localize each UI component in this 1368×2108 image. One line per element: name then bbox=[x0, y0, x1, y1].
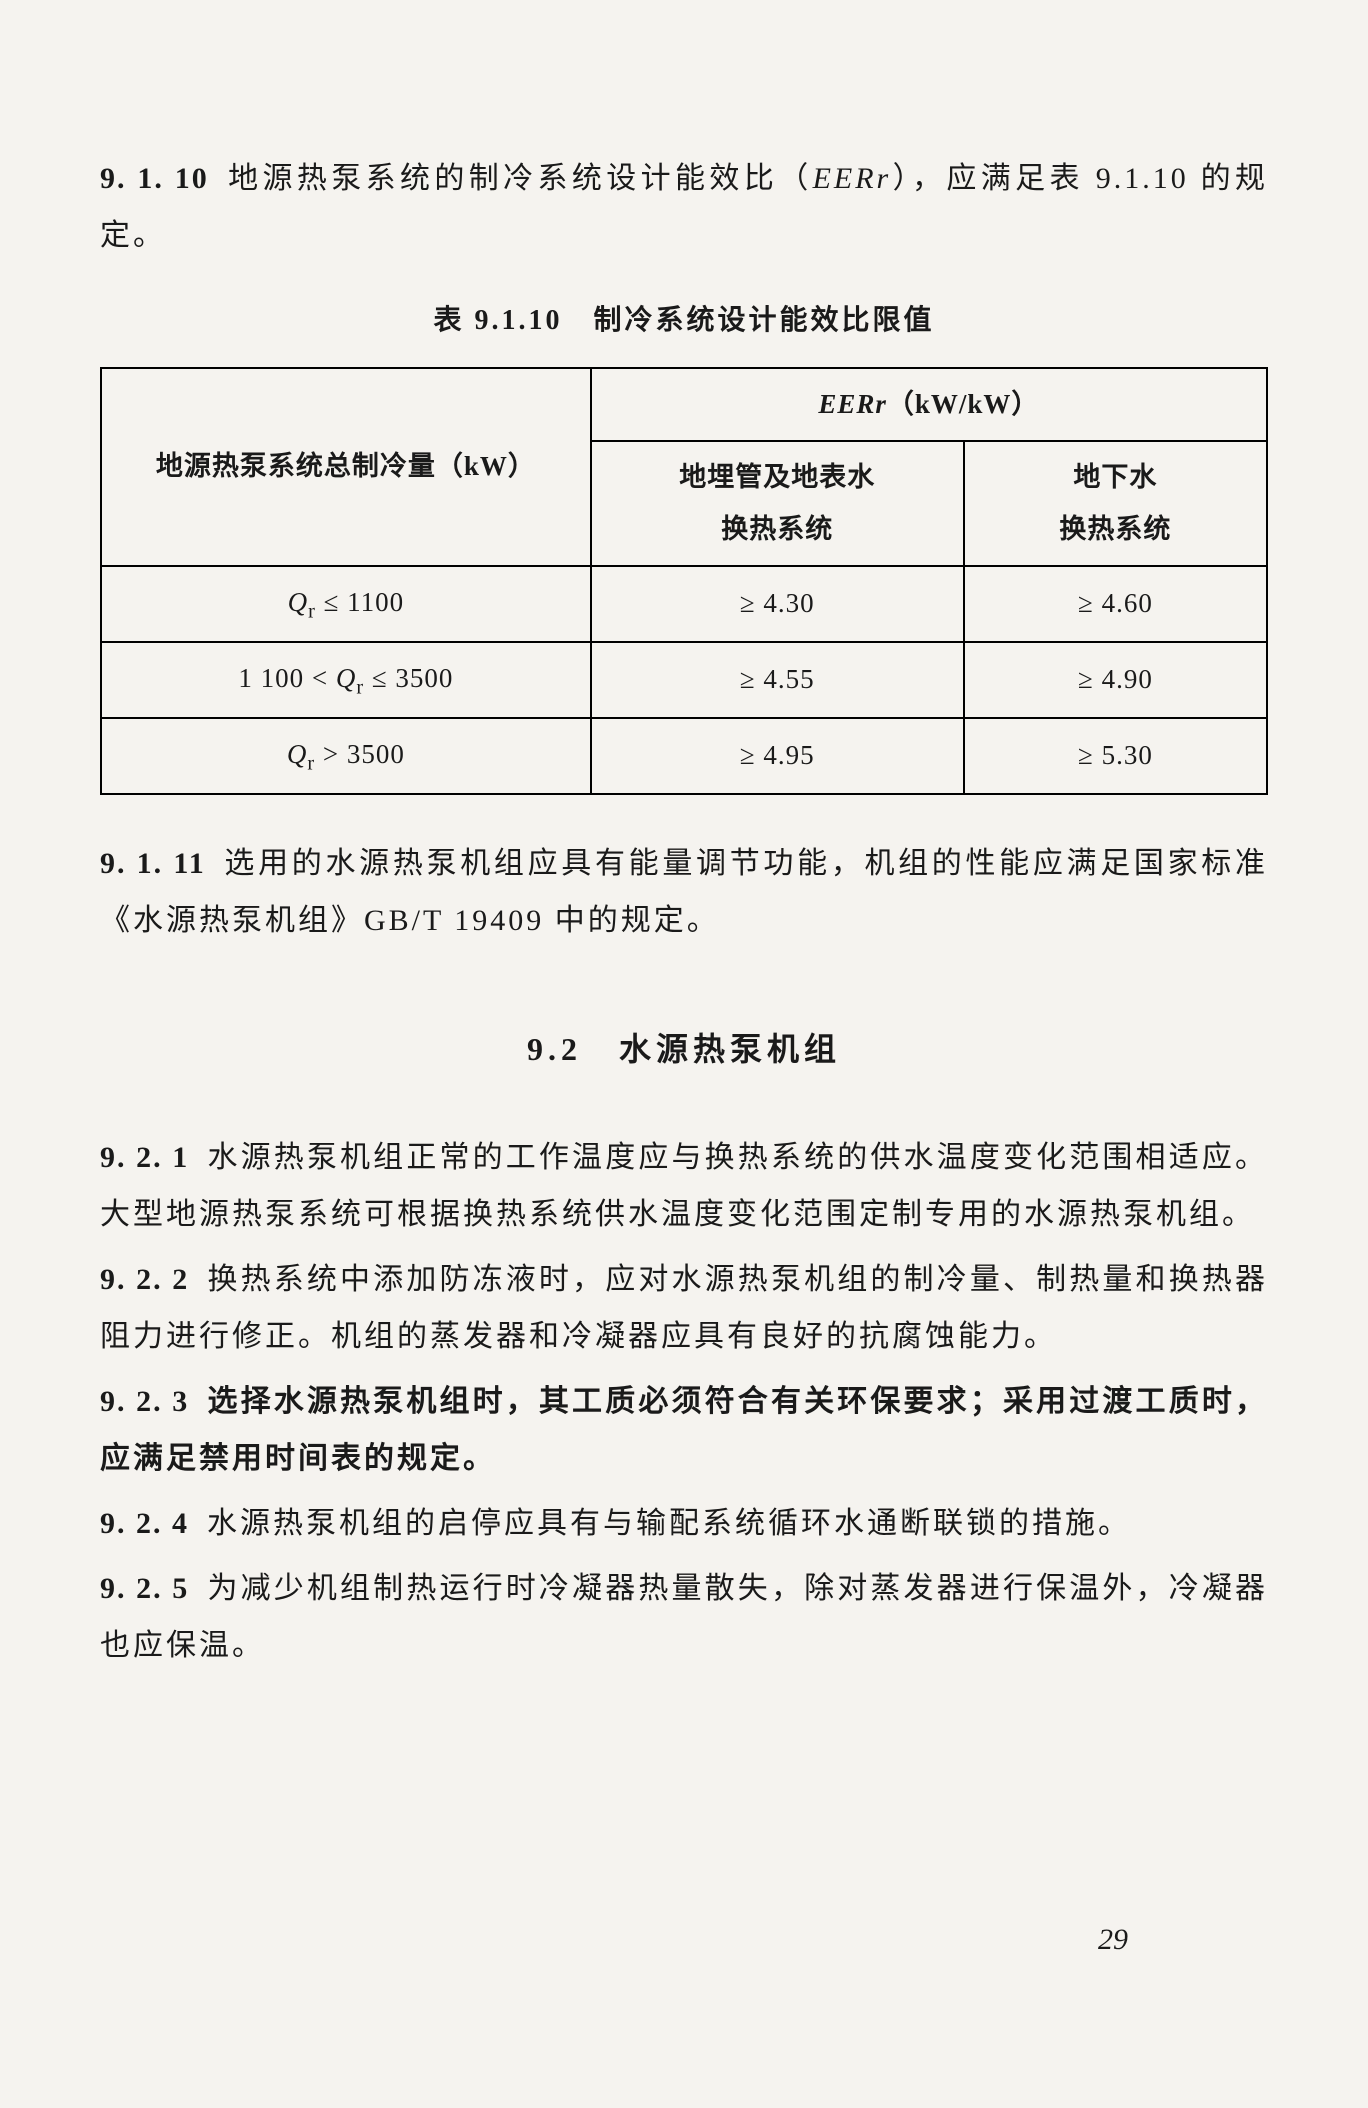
section-9-2-title: 9.2 水源热泵机组 bbox=[100, 1019, 1268, 1080]
clause-text: 选用的水源热泵机组应具有能量调节功能，机组的性能应满足国家标准《水源热泵机组》G… bbox=[100, 847, 1268, 937]
clause-text: 选择水源热泵机组时，其工质必须符合有关环保要求；采用过渡工质时，应满足禁用时间表… bbox=[100, 1385, 1268, 1475]
clause-num: 9. 2. 1 bbox=[100, 1141, 189, 1174]
table-row: Qr > 3500 ≥ 4.95 ≥ 5.30 bbox=[101, 718, 1267, 794]
clause-num: 9. 2. 3 bbox=[100, 1385, 189, 1418]
clause-9-1-11: 9. 1. 11选用的水源热泵机组应具有能量调节功能，机组的性能应满足国家标准《… bbox=[100, 835, 1268, 949]
table-row: 1 100 < Qr ≤ 3500 ≥ 4.55 ≥ 4.90 bbox=[101, 642, 1267, 718]
cell-v2: ≥ 4.60 bbox=[964, 566, 1267, 642]
clause-text: 水源热泵机组正常的工作温度应与换热系统的供水温度变化范围相适应。大型地源热泵系统… bbox=[100, 1141, 1268, 1231]
clause-text: 水源热泵机组的启停应具有与输配系统循环水通断联锁的措施。 bbox=[207, 1507, 1131, 1540]
table-header-row: 地源热泵系统总制冷量（kW） EERr（kW/kW） bbox=[101, 368, 1267, 441]
clause-9-2-1: 9. 2. 1水源热泵机组正常的工作温度应与换热系统的供水温度变化范围相适应。大… bbox=[100, 1129, 1268, 1243]
cell-v1: ≥ 4.95 bbox=[591, 718, 964, 794]
col-header-eerr: EERr（kW/kW） bbox=[591, 368, 1267, 441]
col-header-capacity: 地源热泵系统总制冷量（kW） bbox=[101, 368, 591, 566]
clause-num: 9. 1. 11 bbox=[100, 847, 206, 880]
page-number: 29 bbox=[1098, 1911, 1128, 1968]
table-9-1-10: 地源热泵系统总制冷量（kW） EERr（kW/kW） 地埋管及地表水换热系统 地… bbox=[100, 367, 1268, 794]
clause-num: 9. 2. 5 bbox=[100, 1572, 189, 1605]
cell-q: Qr ≤ 1100 bbox=[101, 566, 591, 642]
cell-v1: ≥ 4.30 bbox=[591, 566, 964, 642]
clause-9-2-4: 9. 2. 4 水源热泵机组的启停应具有与输配系统循环水通断联锁的措施。 bbox=[100, 1495, 1268, 1552]
clause-num: 9. 1. 10 bbox=[100, 162, 209, 195]
subheader-underground: 地下水换热系统 bbox=[964, 441, 1267, 566]
clause-9-2-3: 9. 2. 3选择水源热泵机组时，其工质必须符合有关环保要求；采用过渡工质时，应… bbox=[100, 1373, 1268, 1487]
table-caption: 表 9.1.10 制冷系统设计能效比限值 bbox=[100, 294, 1268, 347]
clause-9-2-5: 9. 2. 5为减少机组制热运行时冷凝器热量散失，除对蒸发器进行保温外，冷凝器也… bbox=[100, 1560, 1268, 1674]
subheader-ground: 地埋管及地表水换热系统 bbox=[591, 441, 964, 566]
table-row: Qr ≤ 1100 ≥ 4.30 ≥ 4.60 bbox=[101, 566, 1267, 642]
cell-v2: ≥ 5.30 bbox=[964, 718, 1267, 794]
cell-v1: ≥ 4.55 bbox=[591, 642, 964, 718]
cell-q: Qr > 3500 bbox=[101, 718, 591, 794]
clause-text: 地源热泵系统的制冷系统设计能效比（EERr），应满足表 9.1.10 的规定。 bbox=[100, 162, 1268, 252]
clause-num: 9. 2. 2 bbox=[100, 1263, 189, 1296]
clause-text: 换热系统中添加防冻液时，应对水源热泵机组的制冷量、制热量和换热器阻力进行修正。机… bbox=[100, 1263, 1268, 1353]
clause-9-1-10: 9. 1. 10地源热泵系统的制冷系统设计能效比（EERr），应满足表 9.1.… bbox=[100, 150, 1268, 264]
cell-q: 1 100 < Qr ≤ 3500 bbox=[101, 642, 591, 718]
clause-num: 9. 2. 4 bbox=[100, 1507, 189, 1540]
clause-9-2-2: 9. 2. 2换热系统中添加防冻液时，应对水源热泵机组的制冷量、制热量和换热器阻… bbox=[100, 1251, 1268, 1365]
clause-text: 为减少机组制热运行时冷凝器热量散失，除对蒸发器进行保温外，冷凝器也应保温。 bbox=[100, 1572, 1268, 1662]
cell-v2: ≥ 4.90 bbox=[964, 642, 1267, 718]
